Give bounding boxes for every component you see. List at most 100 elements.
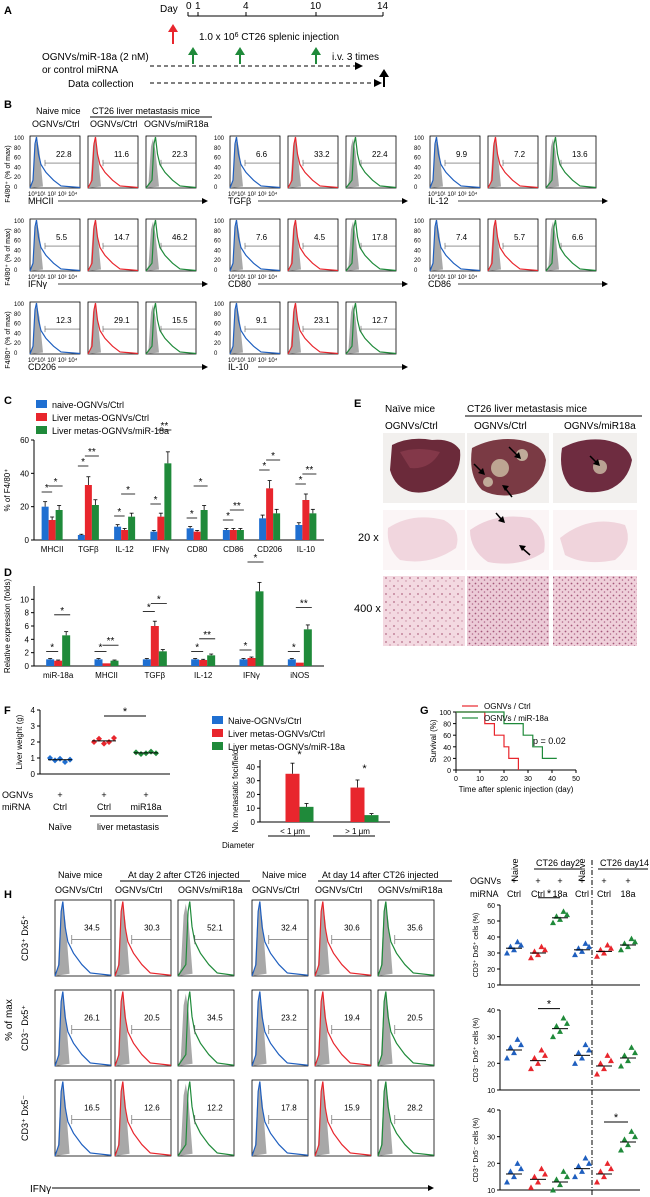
f-row-mirna: miRNA <box>2 802 31 812</box>
e-header-naive: Naïve mice <box>385 404 435 415</box>
b-marker-0: F4/80⁺ (% of max)100 80 60 40 20 0 22.8 11.6 22.… <box>5 135 208 206</box>
panel-label-c: C <box>4 395 12 407</box>
hs-point <box>511 1173 517 1180</box>
b-marker-1: 100 80 60 40 20 0 6.6 33.2 22.4 10⁰10¹ 10² 10³ 10… <box>214 135 408 206</box>
b-histo-IL-10-1-value: 23.1 <box>314 316 330 325</box>
b-histo-IL-12-0-value: 9.9 <box>456 150 468 159</box>
b-histo-IL-10-0: 9.1 <box>229 301 281 355</box>
chart-c-ytick: 60 <box>20 436 29 445</box>
b-histo-IL-10-0-value: 9.1 <box>256 316 268 325</box>
f-point <box>57 755 63 762</box>
b-histo-IL-10-1-signal-line <box>287 302 339 355</box>
b-col-label-3: OGNVs/miR18a <box>144 119 209 129</box>
chart-d-sig-star: * <box>244 641 248 652</box>
h-histo-2-1: 12.6 <box>114 1079 172 1157</box>
b-histo-MHCII-2-value: 22.3 <box>172 150 188 159</box>
hs-point <box>504 950 510 956</box>
legend-label-liver-mir18a: Liver metas-OGNVs/miR-18a <box>52 426 169 436</box>
b-ytick: 60 <box>414 239 421 245</box>
h-histo-1-2-value: 34.5 <box>207 1013 223 1022</box>
hs-point <box>550 919 556 926</box>
chart-d-bar-2-0 <box>142 659 151 666</box>
hs-point <box>518 1041 524 1048</box>
chart-c-ytick: 20 <box>20 503 29 512</box>
hs-ognvs: OGNVs <box>470 876 502 886</box>
hs-point <box>621 1136 628 1142</box>
b-ytick: 0 <box>214 351 218 357</box>
b-marker-5: 100 80 60 40 20 0 7.4 5.7 6.6 10⁰10¹ 10² 10³ 10⁴C… <box>414 218 608 289</box>
hs-point <box>628 1128 635 1134</box>
b-marker-label: CD80 <box>228 279 251 289</box>
chart-f-right-ytick: 30 <box>246 777 255 786</box>
f-plus: + <box>101 790 106 800</box>
h-histogram-grid: Naive mice At day 2 after CT26 injected Na… <box>4 870 452 1195</box>
f-group-naive: Naïve <box>48 822 72 832</box>
b-ytick: 100 <box>214 302 225 308</box>
b-ytick: 40 <box>214 331 221 337</box>
chart-d-bar-1-2 <box>110 660 119 666</box>
e-row-label-400x: 400 x <box>354 603 381 615</box>
day-label: Day <box>160 4 178 15</box>
chart-c-bar-3-1 <box>157 516 165 540</box>
h-xlabel: IFNγ <box>30 1184 51 1195</box>
hs-sig-star: * <box>614 1112 619 1124</box>
chart-c-category: TGFβ <box>78 545 99 554</box>
g-xtick: 20 <box>500 776 508 783</box>
h-group-naive-2: Naive mice <box>262 870 307 880</box>
f-group-metastasis: liver metastasis <box>97 822 160 832</box>
f-legend-swatch-mir18a <box>212 742 223 750</box>
f-group-label: Ctrl <box>97 802 111 812</box>
h-group-day14: At day 14 after CT26 injected <box>322 870 439 880</box>
h-histo-2-0-signal-line <box>54 1081 112 1157</box>
panel-label-d: D <box>4 567 12 579</box>
chart-d-sig-star: * <box>195 643 199 654</box>
b-histo-IFNγ-1: 14.7 <box>87 218 139 272</box>
b-xtick: 10⁰10¹ 10² 10³ 10⁴ <box>428 274 478 281</box>
b-histo-TGFβ-1-signal-line <box>287 136 339 189</box>
b-ytick: 20 <box>14 175 21 181</box>
b-ytick: 100 <box>14 219 25 225</box>
chart-c-bar-0-1 <box>48 520 56 540</box>
f-point <box>91 739 97 745</box>
hs-point <box>507 1044 514 1050</box>
hs-point <box>553 1023 560 1029</box>
panel-label-g: G <box>420 705 429 717</box>
f-plus: + <box>57 790 62 800</box>
hs-point <box>535 1179 541 1185</box>
b-ytick: 40 <box>14 248 21 254</box>
g-ytick: 80 <box>443 722 451 729</box>
chart-d-category: IFNγ <box>243 671 260 680</box>
hs-point <box>632 1049 638 1056</box>
b-histo-TGFβ-2-value: 22.4 <box>372 150 388 159</box>
b-marker-6: F4/80⁺ (% of max)100 80 60 40 20 0 12.3 29.1 15.… <box>5 301 208 372</box>
f-ylabel: Liver weight (g) <box>15 714 24 769</box>
hs-point <box>586 943 592 950</box>
chart-f-right-ylabel: No. metastatic foci/field <box>231 750 240 833</box>
hs-point <box>604 1052 611 1058</box>
b-xtick: 10⁰10¹ 10² 10³ 10⁴ <box>28 191 78 198</box>
chart-f-right-ytick: 20 <box>246 790 255 799</box>
hs-point <box>579 1055 585 1061</box>
f-point <box>96 735 102 742</box>
hs-point <box>511 1049 517 1056</box>
chart-c-bar-3-2 <box>164 463 172 540</box>
chart-c-ytick: 0 <box>25 536 30 545</box>
h-histo-2-2-value: 12.2 <box>207 1103 223 1112</box>
b-histo-CD206-2: 15.5 <box>145 301 197 355</box>
chart-g-survival: 0 20 40 60 80 100 0 10 20 30 40 50 Survival (%) Time … <box>429 702 580 794</box>
hs-ytick: 10 <box>487 1088 495 1095</box>
b-marker-3: F4/80⁺ (% of max)100 80 60 40 20 0 5.5 14.7 46.2… <box>5 218 208 289</box>
h-histo-0-2-value: 52.1 <box>207 923 223 932</box>
day-10: 10 <box>310 1 322 12</box>
hs-point <box>604 1160 611 1166</box>
h-histo-0-2-signal-line <box>177 901 235 977</box>
b-ytick: 100 <box>14 136 25 142</box>
e-col-label-3: OGNVs/miR18a <box>564 421 636 432</box>
hs-point <box>550 1033 556 1040</box>
h-histo-2-5-value: 28.2 <box>407 1103 423 1112</box>
chart-c-bar-4-2 <box>200 510 208 540</box>
b-histo-CD206-0: 12.3 <box>29 301 81 355</box>
panel-label-e: E <box>354 398 361 410</box>
hs-point <box>621 1052 628 1058</box>
